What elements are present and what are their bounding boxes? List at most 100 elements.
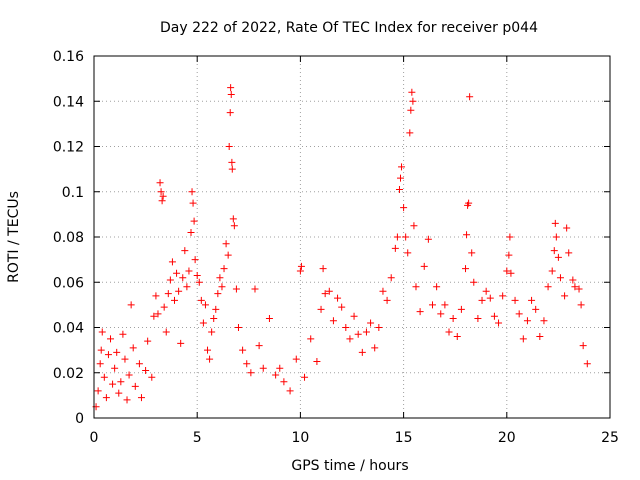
data-point: [210, 314, 218, 322]
y-tick-label: 0.16: [53, 49, 84, 65]
data-point: [216, 274, 224, 282]
data-point: [350, 312, 358, 320]
data-point: [212, 305, 220, 313]
data-point: [404, 249, 412, 257]
y-tick-labels: 0 0.02 0.04 0.06 0.08 0.1 0.12 0.14 0.16: [53, 49, 84, 427]
data-point: [466, 93, 474, 101]
data-point: [474, 314, 482, 322]
data-point: [197, 296, 205, 304]
data-point: [579, 342, 587, 350]
data-point: [424, 235, 432, 243]
data-point: [548, 267, 556, 275]
data-point: [490, 312, 498, 320]
x-tick-labels: 0 5 10 15 20 25: [90, 430, 619, 446]
data-point: [462, 265, 470, 273]
data-point: [400, 204, 408, 212]
data-point: [208, 328, 216, 336]
data-point: [177, 339, 185, 347]
data-point: [232, 285, 240, 293]
data-point: [159, 192, 167, 200]
data-point: [175, 287, 183, 295]
y-tick-label: 0.02: [53, 366, 84, 382]
y-tick-label: 0.14: [53, 94, 84, 110]
data-point: [449, 314, 457, 322]
data-point: [395, 185, 403, 193]
data-point: [383, 296, 391, 304]
data-point: [117, 378, 125, 386]
data-point: [565, 249, 573, 257]
y-tick-label: 0.04: [53, 321, 84, 337]
data-point: [94, 387, 102, 395]
data-point: [583, 360, 591, 368]
data-point: [391, 244, 399, 252]
data-point: [319, 265, 327, 273]
data-point: [465, 199, 473, 207]
data-point: [104, 351, 112, 359]
data-points: [92, 84, 591, 411]
data-point: [301, 373, 309, 381]
data-point: [229, 215, 237, 223]
data-point: [168, 258, 176, 266]
y-tick-label: 0.1: [62, 185, 84, 201]
data-point: [495, 319, 503, 327]
data-point: [387, 274, 395, 282]
data-point: [379, 287, 387, 295]
grid-lines: [94, 56, 610, 418]
data-point: [239, 346, 247, 354]
data-point: [164, 290, 172, 298]
data-point: [325, 287, 333, 295]
data-point: [297, 262, 305, 270]
data-point: [412, 283, 420, 291]
data-point: [540, 317, 548, 325]
data-point: [230, 222, 238, 230]
data-point: [226, 109, 234, 117]
data-point: [470, 278, 478, 286]
data-point: [127, 301, 135, 309]
data-point: [98, 328, 106, 336]
data-point: [228, 165, 236, 173]
y-tick-label: 0.06: [53, 275, 84, 291]
data-point: [358, 348, 366, 356]
data-point: [354, 330, 362, 338]
data-point: [571, 283, 579, 291]
data-point: [276, 364, 284, 372]
data-point: [317, 305, 325, 313]
data-point: [280, 378, 288, 386]
y-tick-label: 0.12: [53, 140, 84, 156]
data-point: [507, 269, 515, 277]
data-point: [154, 310, 162, 318]
data-point: [550, 247, 558, 255]
data-point: [190, 217, 198, 225]
data-point: [113, 348, 121, 356]
data-point: [119, 330, 127, 338]
data-point: [437, 310, 445, 318]
data-point: [214, 290, 222, 298]
data-point: [224, 251, 232, 259]
data-point: [552, 233, 560, 241]
data-point: [170, 296, 178, 304]
data-point: [528, 296, 536, 304]
data-point: [218, 283, 226, 291]
data-point: [575, 285, 583, 293]
data-point: [536, 333, 544, 341]
y-tick-label: 0.08: [53, 230, 84, 246]
data-point: [158, 197, 166, 205]
data-point: [251, 285, 259, 293]
data-point: [406, 129, 414, 137]
data-point: [131, 382, 139, 390]
data-point: [121, 355, 129, 363]
data-point: [420, 262, 428, 270]
data-point: [243, 360, 251, 368]
data-point: [148, 373, 156, 381]
data-point: [563, 224, 571, 232]
data-point: [247, 369, 255, 377]
data-point: [523, 317, 531, 325]
data-point: [321, 290, 329, 298]
data-point: [195, 278, 203, 286]
data-point: [125, 371, 133, 379]
data-point: [334, 294, 342, 302]
data-point: [503, 267, 511, 275]
x-tick-label: 25: [601, 430, 619, 446]
data-point: [338, 303, 346, 311]
data-point: [183, 283, 191, 291]
